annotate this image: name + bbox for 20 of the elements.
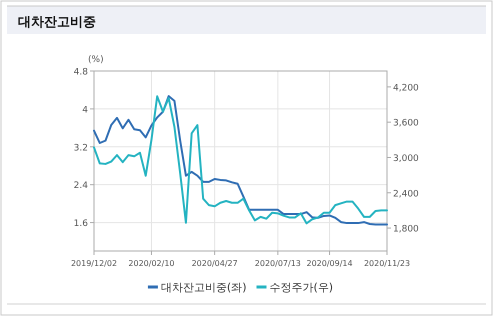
y2-tick-label: 2,400 <box>393 189 420 200</box>
legend-label: 대차잔고비중(좌) <box>160 281 246 294</box>
y-tick-label: 2.4 <box>74 181 88 192</box>
y2-tick-label: 1,800 <box>393 224 420 235</box>
x-tick-label: 2020/07/13 <box>254 259 301 268</box>
y2-tick-label: 3,000 <box>393 154 420 164</box>
y-tick-label: 3.2 <box>74 143 88 154</box>
y-tick-label: 4.8 <box>74 68 88 78</box>
y-tick-label: 1.6 <box>74 219 88 230</box>
chart-title: 대차잔고비중 <box>18 15 96 30</box>
x-tick-label: 2020/04/27 <box>192 259 238 268</box>
y-tick-label: 4 <box>82 105 88 116</box>
y2-tick-label: 3,600 <box>393 118 420 129</box>
x-tick-label: 2020/11/23 <box>364 259 410 268</box>
x-tick-label: 2020/09/14 <box>306 259 353 268</box>
y2-tick-label: 4,200 <box>393 83 420 94</box>
x-tick-label: 2020/02/10 <box>128 259 175 268</box>
y-axis-title: (%) <box>88 55 104 65</box>
legend-label: 수정주가(우) <box>270 281 334 294</box>
x-tick-label: 2019/12/02 <box>70 259 118 268</box>
